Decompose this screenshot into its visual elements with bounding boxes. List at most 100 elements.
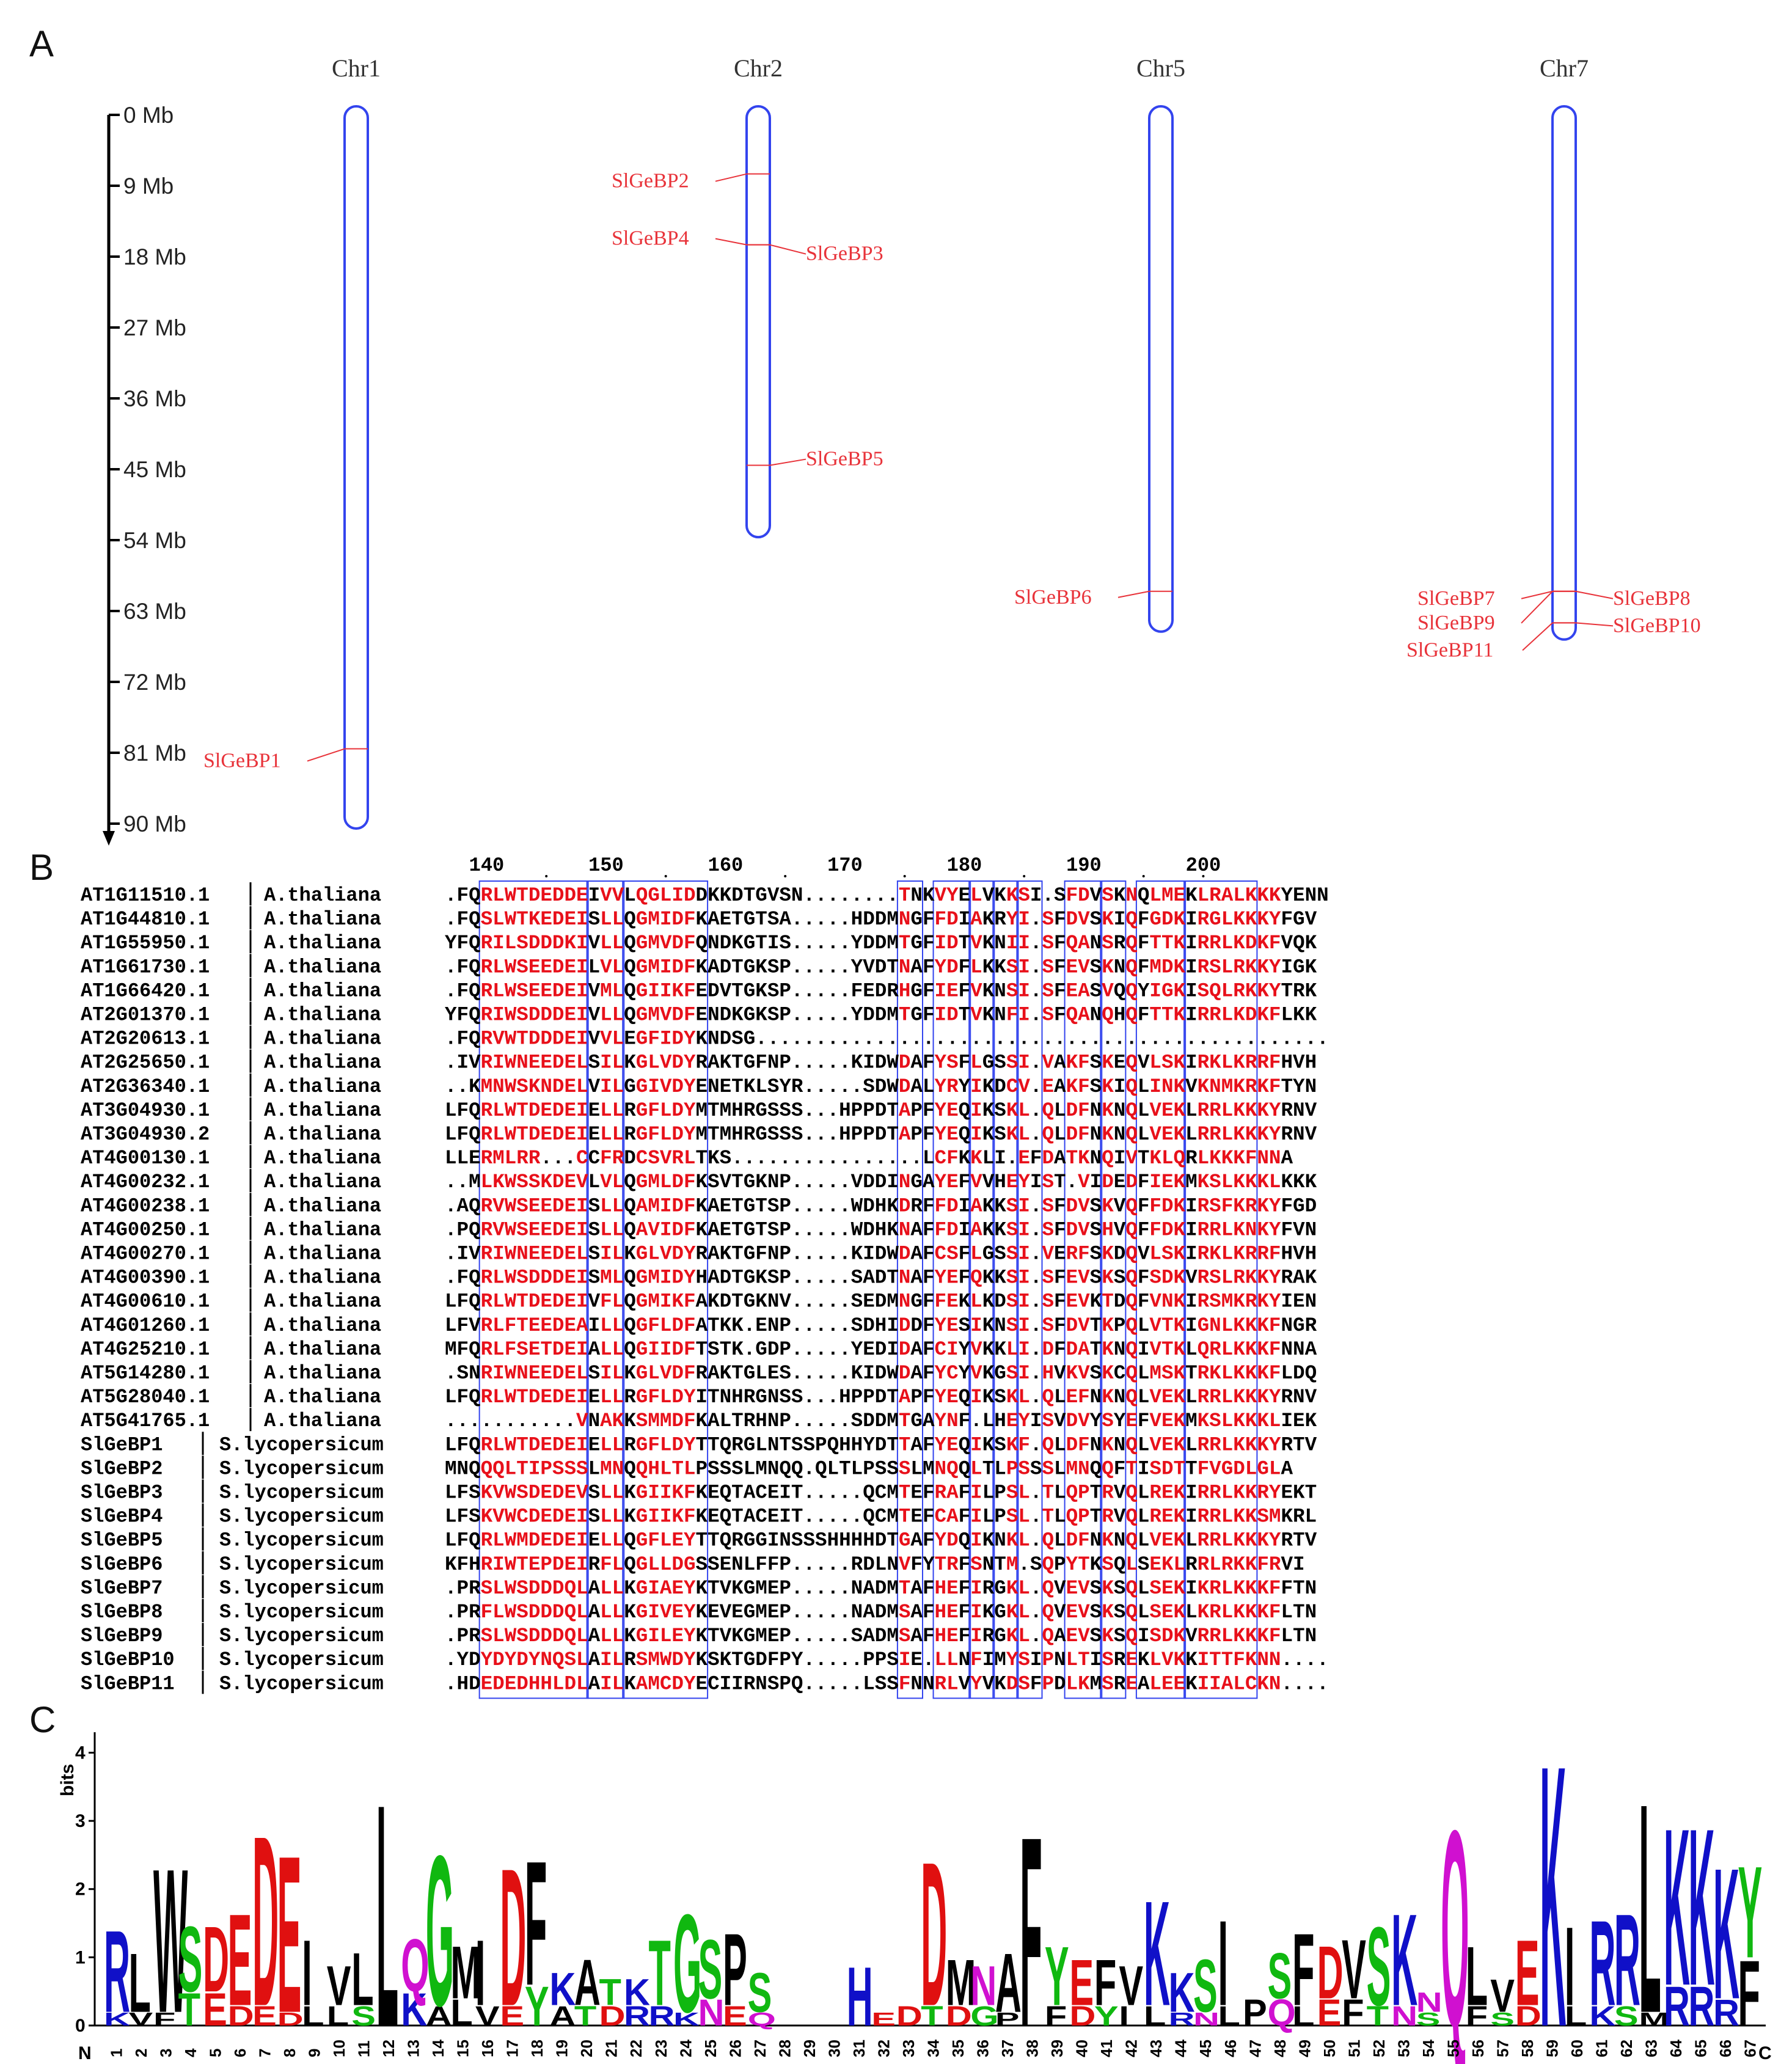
chromosome-label: Chr2	[734, 54, 783, 82]
logo-letter: D	[500, 1828, 526, 2047]
alignment-seq-id: SlGeBP8	[81, 1601, 163, 1623]
logo-position-number: 62	[1617, 2040, 1636, 2057]
logo-position-number: 44	[1172, 2040, 1190, 2057]
alignment-species: A.thaliana	[264, 1290, 381, 1313]
logo-position-number: 58	[1518, 2040, 1537, 2057]
logo-position-number: 52	[1370, 2040, 1388, 2057]
alignment-seq-id: SlGeBP9	[81, 1625, 163, 1647]
logo-letter: E	[252, 2000, 277, 2032]
alignment-species: S.lycopersicum	[219, 1506, 384, 1528]
logo-position-number: 42	[1122, 2040, 1141, 2057]
gene-leader-line	[769, 244, 806, 255]
logo-position-number: 15	[454, 2040, 472, 2057]
logo-letter: I	[1565, 1904, 1575, 2029]
logo-position-number: 31	[850, 2040, 868, 2057]
logo-letter: V	[475, 2000, 500, 2032]
gene-label: SlGeBP8	[1613, 587, 1691, 610]
logo-letter: A	[995, 1936, 1022, 2030]
logo-start-label: N	[78, 2043, 92, 2063]
logo-letter: K	[1713, 1829, 1739, 2038]
logo-letter: I	[475, 1920, 486, 2025]
alignment-species: A.thaliana	[264, 1267, 381, 1289]
conservation-box	[1016, 880, 1043, 1699]
logo-letter: D	[946, 2000, 972, 2032]
logo-letter: L	[1639, 1741, 1661, 2064]
logo-ylabel: bits	[57, 1764, 78, 1796]
logo-letter: N	[1193, 2009, 1220, 2030]
logo-position-number: 55	[1444, 2040, 1462, 2057]
logo-letter: E	[871, 2009, 896, 2030]
logo-letter: D	[921, 1820, 947, 2049]
logo-position-number: 6	[231, 2049, 249, 2057]
alignment-seq-id: AT1G11510.1	[81, 884, 210, 907]
alignment-species: S.lycopersicum	[219, 1482, 384, 1504]
logo-letter: L	[327, 2000, 349, 2032]
logo-letter: F	[1342, 1991, 1364, 2033]
alignment-sequence: .HDEDEDHHLDLAILKAMCDYECIIRNSPQ.....LSSFN…	[445, 1672, 1329, 1695]
axis-tick-label: 18 Mb	[123, 244, 186, 269]
logo-letter: E	[1069, 1947, 1094, 2019]
logo-position-number: 20	[577, 2040, 596, 2057]
logo-letter: T	[648, 1920, 670, 2025]
logo-letter: F	[1045, 2000, 1067, 2032]
logo-letter: F	[1292, 1912, 1314, 2027]
gene-leader-line	[1575, 622, 1614, 627]
logo-position-number: 18	[528, 2040, 546, 2057]
logo-letter: V	[327, 1955, 351, 2018]
alignment-seq-id: AT4G00610.1	[81, 1290, 210, 1313]
logo-position-number: 3	[156, 2049, 175, 2057]
alignment-seq-id: AT4G00390.1	[81, 1267, 210, 1289]
alignment-seq-id: AT2G25650.1	[81, 1052, 210, 1074]
conservation-box	[1135, 880, 1187, 1699]
alignment-seq-id: SlGeBP10	[81, 1649, 175, 1671]
logo-letter: Q	[1441, 1773, 1469, 2064]
logo-position-number: 34	[924, 2040, 943, 2057]
alignment-sequence: .PRFLWSDDDQLALLKGIVEYKEVEGMEP.....NADMSA…	[445, 1601, 1317, 1623]
alignment-sequence: .IVRIWNEEDELSILKGLVDYRAKTGFNP.....KIDWDA…	[445, 1052, 1317, 1074]
logo-letter: D	[1069, 2000, 1095, 2032]
conservation-box	[896, 880, 924, 1699]
logo-letter: L	[1466, 1930, 1488, 2023]
alignment-seq-id: AT2G20613.1	[81, 1028, 210, 1050]
alignment-seq-id: AT4G25210.1	[81, 1338, 210, 1361]
alignment-seq-id: SlGeBP4	[81, 1506, 163, 1528]
logo-letter: N	[970, 1955, 997, 2018]
conservation-box	[478, 880, 589, 1699]
logo-letter: L	[1144, 2000, 1166, 2032]
panel-letter-b: B	[29, 847, 54, 888]
gene-label: SlGeBP6	[1014, 586, 1092, 609]
logo-position-number: 2	[132, 2049, 150, 2057]
logo-position-number: 45	[1196, 2040, 1215, 2057]
logo-letter: A	[549, 2000, 576, 2032]
gene-leader-line	[715, 238, 747, 246]
logo-position-number: 60	[1568, 2040, 1586, 2057]
alignment-sequence: LFSKVWSDEDEVSLLKGIIKFKEQTACEIT.....QCMTE…	[445, 1482, 1317, 1504]
logo-position-number: 32	[874, 2040, 893, 2057]
alignment-seq-id: SlGeBP2	[81, 1457, 163, 1480]
logo-letter: V	[1119, 1955, 1143, 2018]
logo-letter: D	[1317, 1931, 1344, 2015]
logo-ytick-label: 1	[75, 1947, 86, 1967]
logo-position-number: 41	[1097, 2040, 1116, 2057]
ruler-label: 150	[588, 854, 624, 877]
ruler-dot	[1202, 875, 1205, 877]
alignment-species: S.lycopersicum	[219, 1577, 384, 1600]
logo-letter: R	[1713, 1991, 1739, 2033]
alignment-species: A.thaliana	[264, 1171, 381, 1193]
axis-tick-label: 81 Mb	[123, 741, 186, 766]
logo-letter: F	[1020, 1782, 1042, 2064]
logo-position-number: 61	[1593, 2040, 1611, 2057]
logo-position-number: 64	[1667, 2040, 1685, 2057]
logo-letter: K	[1664, 1782, 1690, 2032]
alignment-species: A.thaliana	[264, 956, 381, 978]
gene-label: SlGeBP11	[1406, 639, 1493, 661]
logo-letter: L	[351, 1938, 373, 2021]
logo-ytick-label: 2	[75, 1879, 86, 1900]
logo-letter: K	[673, 2009, 700, 2030]
logo-letter: N	[1391, 2000, 1417, 2032]
alignment-seq-id: SlGeBP1	[81, 1433, 163, 1456]
alignment-species: A.thaliana	[264, 1362, 381, 1385]
alignment-species: A.thaliana	[264, 908, 381, 931]
logo-position-number: 11	[354, 2041, 373, 2058]
